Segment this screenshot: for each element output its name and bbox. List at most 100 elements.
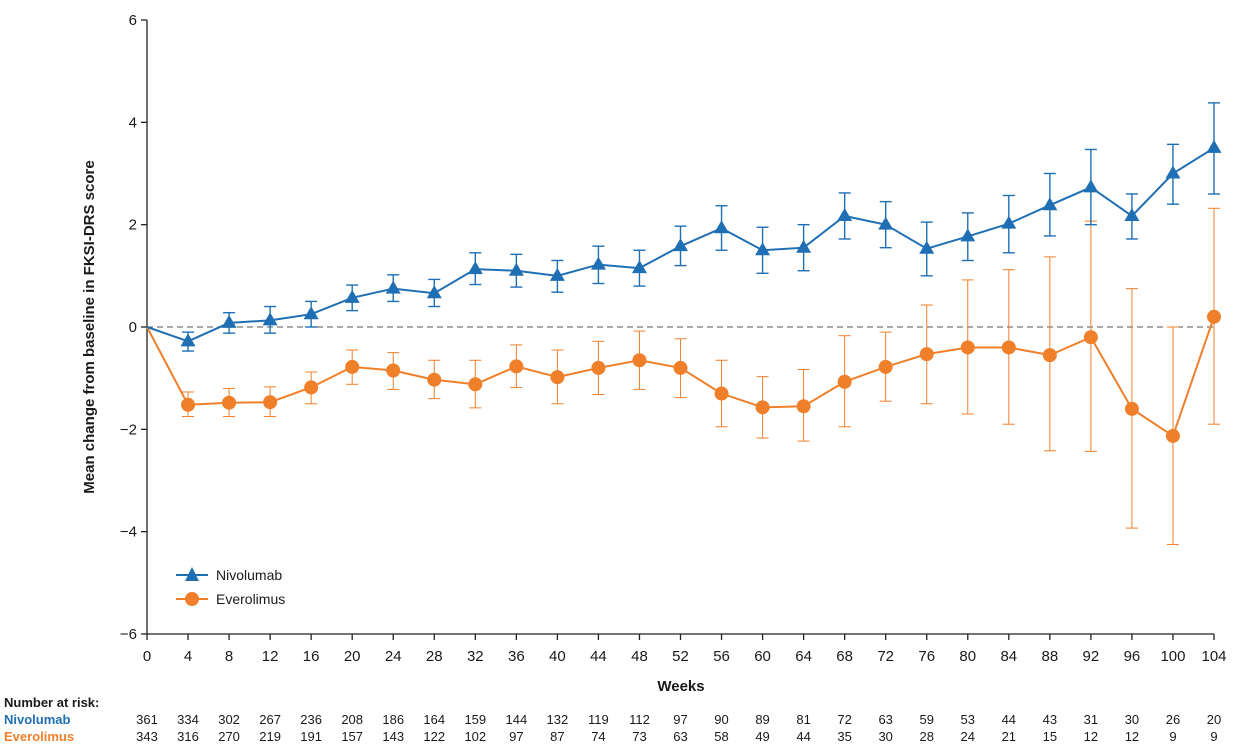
- risk-value-nivolumab: 164: [423, 712, 445, 727]
- nivolumab-marker: [1124, 207, 1140, 221]
- x-tick-label: 44: [590, 648, 607, 665]
- risk-value-nivolumab: 59: [919, 712, 933, 727]
- nivolumab-marker: [714, 220, 730, 234]
- risk-value-nivolumab: 302: [218, 712, 240, 727]
- nivolumab-marker: [344, 289, 360, 303]
- risk-value-nivolumab: 267: [259, 712, 281, 727]
- number-at-risk-table: Number at risk: Nivolumab Everolimus 361…: [4, 695, 1221, 744]
- nivolumab-marker: [180, 333, 196, 347]
- legend: Nivolumab Everolimus: [176, 567, 285, 607]
- nivolumab-marker: [919, 240, 935, 254]
- risk-table-values: 361 334 302 267 236 208 186 164 159 144 132 119 112 9…: [136, 712, 1221, 744]
- risk-value-nivolumab: 236: [300, 712, 322, 727]
- x-axis-title: Weeks: [657, 678, 704, 695]
- nivolumab-marker: [221, 314, 237, 328]
- x-tick-label: 64: [795, 648, 812, 665]
- x-tick-label: 60: [754, 648, 771, 665]
- risk-value-everolimus: 87: [550, 729, 564, 744]
- everolimus-marker: [468, 377, 483, 392]
- y-axis-title: Mean change from baseline in FKSI-DRS sc…: [81, 160, 98, 493]
- risk-value-everolimus: 12: [1084, 729, 1098, 744]
- risk-value-nivolumab: 63: [878, 712, 892, 727]
- risk-value-everolimus: 24: [961, 729, 975, 744]
- risk-value-everolimus: 58: [714, 729, 728, 744]
- x-tick-label: 0: [143, 648, 151, 665]
- nivolumab-marker: [590, 256, 606, 270]
- x-tick-label: 16: [303, 648, 320, 665]
- x-tick-label: 32: [467, 648, 484, 665]
- nivolumab-marker: [508, 262, 524, 276]
- risk-row-nivolumab-name: Nivolumab: [4, 712, 71, 727]
- risk-value-everolimus: 122: [423, 729, 445, 744]
- everolimus-marker: [960, 340, 975, 355]
- risk-value-nivolumab: 43: [1043, 712, 1057, 727]
- risk-value-everolimus: 9: [1169, 729, 1176, 744]
- nivolumab-marker: [673, 238, 688, 252]
- nivolumab-marker: [1083, 179, 1099, 193]
- y-tick-label: −2: [120, 421, 137, 438]
- x-tick-label: 96: [1124, 648, 1141, 665]
- everolimus-marker: [386, 363, 401, 378]
- risk-value-nivolumab: 132: [547, 712, 569, 727]
- risk-value-nivolumab: 144: [505, 712, 527, 727]
- nivolumab-marker: [631, 260, 647, 274]
- x-tick-label: 92: [1083, 648, 1100, 665]
- everolimus-marker: [755, 400, 770, 415]
- everolimus-marker: [714, 386, 729, 401]
- risk-value-everolimus: 316: [177, 729, 199, 744]
- risk-value-nivolumab: 112: [629, 712, 650, 727]
- risk-value-nivolumab: 159: [464, 712, 486, 727]
- everolimus-marker: [673, 360, 688, 375]
- risk-table-title: Number at risk:: [4, 695, 99, 710]
- everolimus-marker: [1165, 428, 1180, 443]
- everolimus-marker: [1001, 340, 1016, 355]
- risk-value-everolimus: 343: [136, 729, 158, 744]
- risk-value-nivolumab: 97: [673, 712, 687, 727]
- risk-row-everolimus-name: Everolimus: [4, 729, 74, 744]
- x-tick-label: 88: [1042, 648, 1059, 665]
- everolimus-marker: [591, 360, 606, 375]
- x-tick-label: 80: [959, 648, 976, 665]
- legend-everolimus-circle-icon: [185, 592, 199, 606]
- x-tick-label: 20: [344, 648, 361, 665]
- nivolumab-marker: [878, 216, 894, 230]
- risk-value-nivolumab: 26: [1166, 712, 1180, 727]
- y-tick-label: 2: [129, 217, 137, 234]
- risk-value-nivolumab: 186: [382, 712, 404, 727]
- risk-value-nivolumab: 119: [588, 712, 609, 727]
- x-tick-label: 56: [713, 648, 730, 665]
- x-tick-label: 52: [672, 648, 689, 665]
- everolimus-marker: [919, 347, 934, 362]
- risk-value-everolimus: 35: [837, 729, 851, 744]
- everolimus-marker: [796, 399, 811, 414]
- everolimus-marker: [263, 395, 278, 410]
- legend-nivolumab-triangle-icon: [185, 567, 199, 581]
- y-tick-label: 6: [129, 12, 137, 29]
- risk-value-everolimus: 143: [382, 729, 404, 744]
- risk-value-everolimus: 49: [755, 729, 769, 744]
- nivolumab-marker: [262, 312, 278, 326]
- risk-value-everolimus: 157: [341, 729, 363, 744]
- y-tick-label: −4: [120, 524, 137, 541]
- everolimus-marker: [632, 353, 647, 368]
- nivolumab-marker: [1042, 197, 1058, 211]
- everolimus-marker: [509, 359, 524, 374]
- risk-value-everolimus: 97: [509, 729, 523, 744]
- x-tick-label: 68: [836, 648, 853, 665]
- everolimus-marker: [1207, 309, 1221, 324]
- y-tick-label: 4: [129, 114, 137, 131]
- risk-value-everolimus: 28: [919, 729, 933, 744]
- everolimus-marker: [181, 397, 196, 412]
- risk-value-nivolumab: 90: [714, 712, 728, 727]
- everolimus-marker: [1042, 348, 1057, 363]
- x-tick-label: 84: [1000, 648, 1017, 665]
- nivolumab-marker: [467, 261, 483, 275]
- legend-nivolumab-label: Nivolumab: [216, 567, 282, 583]
- legend-everolimus-label: Everolimus: [216, 591, 285, 607]
- risk-value-nivolumab: 334: [177, 712, 199, 727]
- risk-value-nivolumab: 89: [755, 712, 769, 727]
- risk-value-nivolumab: 53: [961, 712, 975, 727]
- x-tick-label: 36: [508, 648, 525, 665]
- nivolumab-marker: [426, 285, 442, 299]
